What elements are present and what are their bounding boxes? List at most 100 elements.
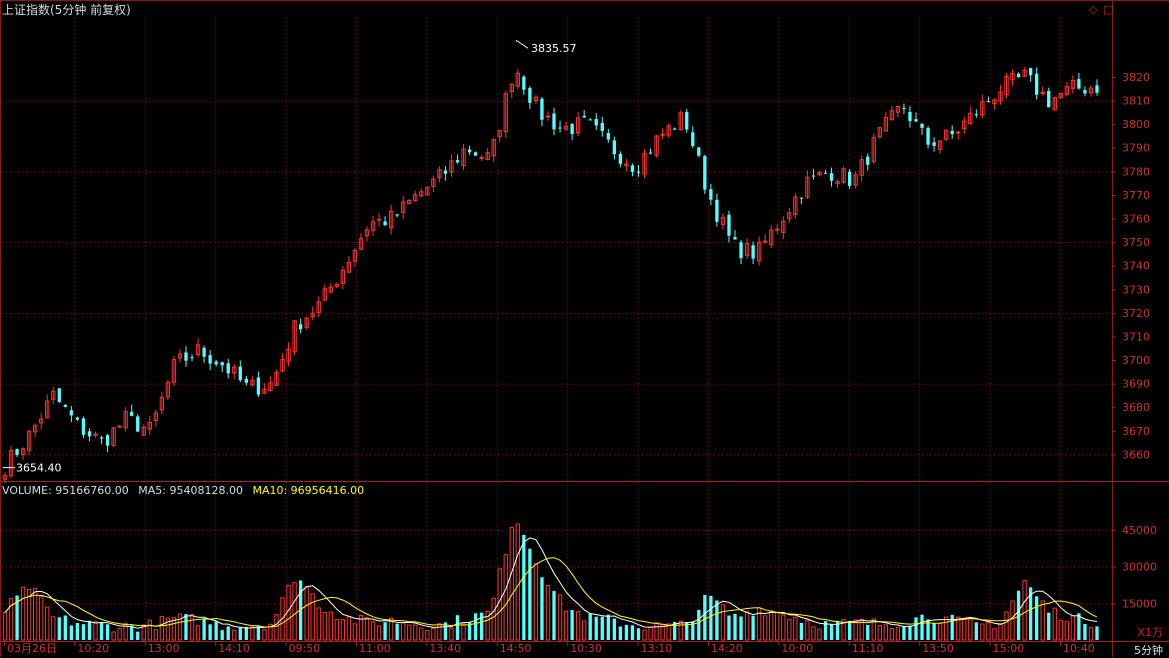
price-tick-label: 3770	[1122, 189, 1150, 202]
candle-body-down	[1028, 67, 1033, 76]
candle-body-up	[678, 112, 683, 131]
candle-body-down	[1095, 85, 1099, 93]
volume-bar-up	[262, 629, 267, 641]
volume-bar-down	[1077, 613, 1081, 640]
volume-bar-up	[1070, 615, 1076, 641]
candle-body-down	[570, 123, 574, 134]
ma5-value: MA5: 95408128.00	[138, 484, 243, 497]
volume-bar-up	[1088, 627, 1094, 641]
volume-bar-up	[461, 623, 466, 641]
volume-bar-up	[503, 554, 508, 641]
candle-body-down	[847, 171, 852, 186]
volume-bar-up	[515, 523, 520, 641]
candle-body-up	[177, 353, 183, 359]
volume-bar-up	[962, 618, 967, 641]
candle-body-up	[334, 283, 339, 288]
candle-body-down	[1077, 79, 1081, 89]
volume-unit-label: X1万	[1137, 626, 1163, 639]
volume-bar-down	[383, 622, 387, 640]
volume-bar-down	[685, 622, 689, 640]
candle-body-down	[298, 324, 303, 330]
period-label[interactable]: 5分钟	[1134, 644, 1163, 657]
volume-bar-down	[552, 590, 556, 640]
candle-body-down	[715, 199, 719, 222]
volume-bar-up	[20, 586, 26, 641]
candle-body-up	[485, 152, 490, 160]
time-label: 13:00	[148, 642, 180, 655]
candle-body-down	[709, 189, 713, 200]
volume-bar-up	[26, 588, 32, 641]
candle-body-up	[545, 115, 551, 118]
volume-bar-down	[455, 615, 460, 640]
volume-bar-up	[509, 526, 514, 641]
volume-bar-up	[877, 625, 882, 641]
candle-body-down	[208, 355, 212, 364]
volume-bar-up	[449, 627, 454, 641]
candle-body-down	[105, 435, 110, 446]
candle-body-up	[286, 348, 291, 362]
candle-body-down	[383, 221, 387, 226]
candle-body-up	[992, 99, 997, 105]
volume-header: VOLUME: 95166760.00 MA5: 95408128.00 MA1…	[2, 484, 370, 497]
volume-bar-up	[937, 623, 943, 641]
volume-bar-up	[787, 619, 792, 641]
volume-bar-up	[171, 617, 177, 641]
candle-body-up	[388, 210, 394, 229]
candle-body-up	[33, 424, 38, 433]
low-label: 3654.40	[16, 462, 62, 475]
candle-body-up	[1070, 79, 1076, 89]
candle-body-down	[926, 128, 930, 145]
volume-bar-up	[956, 616, 961, 641]
volume-bar-down	[63, 615, 67, 640]
candle-body-down	[600, 122, 604, 131]
candle-body-up	[431, 178, 436, 187]
candle-body-up	[1064, 86, 1069, 95]
candle-body-up	[1088, 87, 1094, 94]
volume-bar-down	[1035, 596, 1039, 640]
candle-body-down	[238, 366, 242, 381]
square-icon[interactable]: □	[1103, 3, 1114, 16]
volume-tick-label: 30000	[1122, 561, 1157, 574]
time-label: 13:40	[429, 642, 461, 655]
candle-body-up	[835, 181, 840, 185]
time-label: 11:10	[852, 642, 884, 655]
candle-body-up	[2, 475, 8, 480]
volume-bar-down	[908, 625, 912, 640]
volume-bar-up	[141, 624, 146, 641]
candle-body-up	[720, 217, 726, 225]
volume-bar-up	[648, 626, 653, 641]
diamond-icon[interactable]: ◇	[1089, 3, 1098, 16]
volume-bar-up	[485, 610, 490, 641]
candle-body-down	[866, 156, 870, 165]
volume-bar-up	[189, 614, 195, 641]
volume-bar-up	[280, 597, 285, 641]
candle-body-down	[932, 142, 936, 146]
price-tick-label: 3720	[1122, 307, 1150, 320]
candle-body-down	[244, 378, 248, 383]
volume-bar-down	[920, 614, 924, 640]
volume-bar-up	[316, 607, 321, 641]
volume-bar-down	[208, 624, 212, 640]
volume-bar-up	[744, 611, 750, 641]
price-tick-label: 3820	[1122, 71, 1150, 84]
candle-body-up	[563, 126, 569, 130]
volume-bar-up	[793, 616, 798, 641]
volume-bar-down	[522, 534, 526, 640]
volume-bar-down	[847, 621, 852, 640]
volume-bar-down	[1083, 624, 1087, 640]
volume-bar-up	[93, 621, 98, 641]
volume-bar-down	[473, 613, 478, 640]
volume-bar-up	[425, 630, 430, 641]
price-tick-label: 3710	[1122, 330, 1150, 343]
volume-bar-up	[871, 618, 876, 641]
price-tick-label: 3790	[1122, 142, 1150, 155]
volume-bar-up	[805, 619, 810, 641]
volume-bar-up	[346, 616, 352, 641]
candle-body-down	[612, 140, 617, 155]
volume-bar-up	[889, 628, 895, 641]
candle-body-up	[744, 242, 750, 256]
candle-body-up	[1022, 69, 1027, 77]
time-label: 13:50	[922, 642, 954, 655]
